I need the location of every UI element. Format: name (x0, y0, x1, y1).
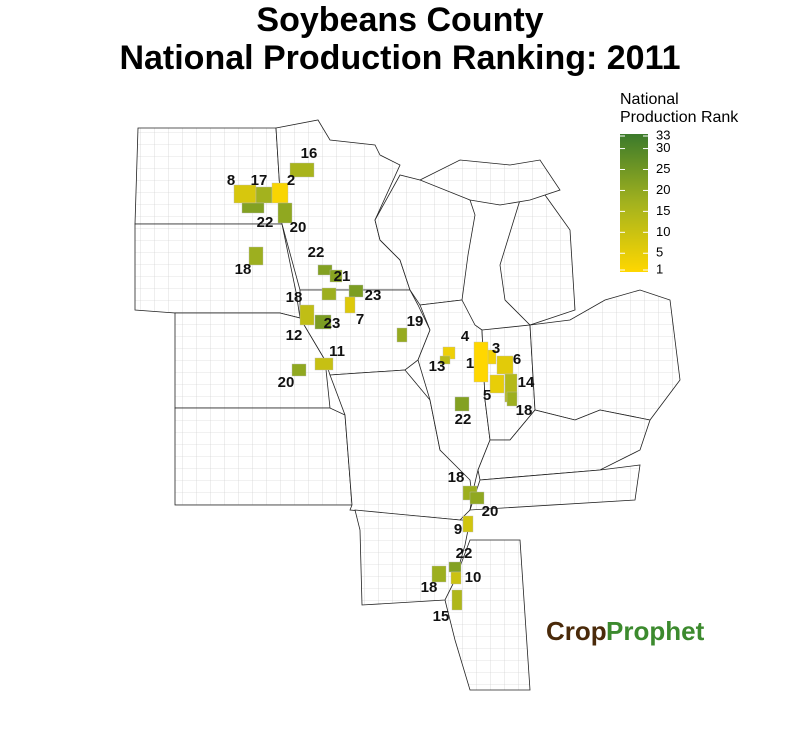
county (299, 304, 315, 326)
rank-label: 18 (235, 261, 252, 278)
rank-label: 21 (334, 268, 351, 285)
rank-label: 1 (466, 355, 474, 372)
county (289, 162, 315, 178)
rank-label: 17 (251, 172, 268, 189)
county (255, 186, 273, 204)
county (314, 357, 334, 371)
rank-label: 15 (433, 608, 450, 625)
legend-tick-label: 33 (656, 127, 670, 142)
rank-label: 3 (492, 340, 500, 357)
county (439, 355, 451, 365)
rank-label: 16 (301, 145, 318, 162)
title: Soybeans County (256, 1, 543, 39)
rank-label: 22 (456, 545, 473, 562)
legend-colorbar (620, 134, 648, 272)
rank-label: 12 (286, 327, 303, 344)
county (448, 561, 462, 573)
rank-label: 23 (365, 287, 382, 304)
county (506, 391, 518, 407)
county (450, 571, 462, 585)
legend-tick-label: 15 (656, 203, 670, 218)
rank-label: 18 (448, 469, 465, 486)
county (451, 589, 463, 611)
legend-tick-label: 20 (656, 182, 670, 197)
rank-label: 23 (324, 315, 341, 332)
legend-title: Production Rank (620, 109, 739, 126)
rank-label: 22 (257, 214, 274, 231)
county (496, 355, 514, 375)
legend-tick-label: 5 (656, 245, 663, 260)
rank-label: 2 (287, 172, 295, 189)
county (348, 284, 364, 298)
county (241, 202, 265, 214)
county-patches (233, 162, 518, 611)
county (321, 287, 337, 301)
county (454, 396, 470, 412)
rank-label: 18 (286, 289, 303, 306)
rank-label: 18 (421, 579, 438, 596)
legend-tick-label: 30 (656, 140, 670, 155)
rank-label: 4 (461, 328, 470, 345)
county (396, 327, 408, 343)
rank-label: 13 (429, 358, 446, 375)
county (329, 269, 343, 283)
rank-label: 19 (407, 313, 424, 330)
county (431, 565, 447, 583)
rank-label: 20 (290, 219, 307, 236)
rank-label: 5 (483, 387, 491, 404)
county (277, 202, 293, 224)
rank-label: 18 (516, 402, 533, 419)
legend-title: National (620, 91, 679, 108)
rank-label: 22 (455, 411, 472, 428)
states (134, 119, 681, 691)
rank-label: 11 (329, 343, 345, 360)
county (271, 182, 289, 204)
county (462, 515, 474, 533)
rank-label: 6 (513, 351, 521, 368)
county (248, 246, 264, 266)
legend-tick-label: 10 (656, 224, 670, 239)
rank-label: 8 (227, 172, 235, 189)
rank-label: 20 (482, 503, 499, 520)
title: National Production Ranking: 2011 (119, 39, 680, 77)
legend-tick-label: 25 (656, 161, 670, 176)
county (314, 314, 332, 330)
rank-label: 7 (356, 311, 364, 328)
rank-label: 10 (465, 569, 482, 586)
rank-label: 20 (278, 374, 295, 391)
county (344, 296, 356, 314)
legend-tick-label: 1 (656, 261, 663, 276)
rank-label: 22 (308, 244, 325, 261)
rank-label: 14 (518, 374, 535, 391)
county (489, 374, 505, 394)
logo: Prophet (606, 616, 705, 646)
county (469, 491, 485, 505)
rank-label: 9 (454, 521, 462, 538)
county (291, 363, 307, 377)
county (473, 341, 489, 383)
logo: Crop (546, 616, 607, 646)
